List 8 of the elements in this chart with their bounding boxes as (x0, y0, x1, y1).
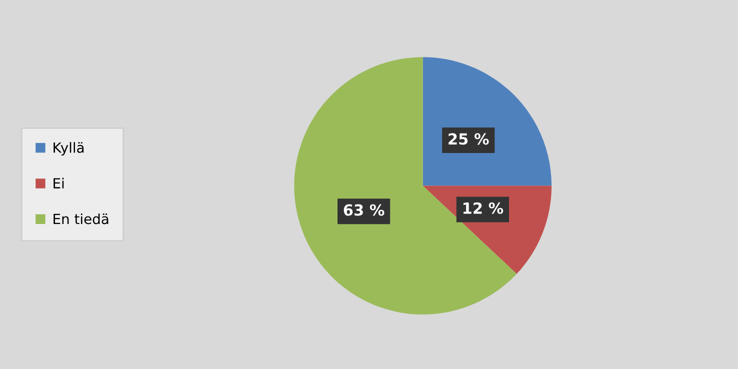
data-label: 63 % (344, 204, 384, 216)
pie-slice (294, 57, 517, 314)
pie-slice (422, 57, 552, 186)
data-label: 25 % (448, 133, 489, 145)
legend-label: Ei (54, 178, 64, 188)
legend-label: En tiedä (54, 213, 108, 224)
legend-label: Kyllä (54, 142, 84, 156)
data-label: 12 % (463, 202, 504, 214)
